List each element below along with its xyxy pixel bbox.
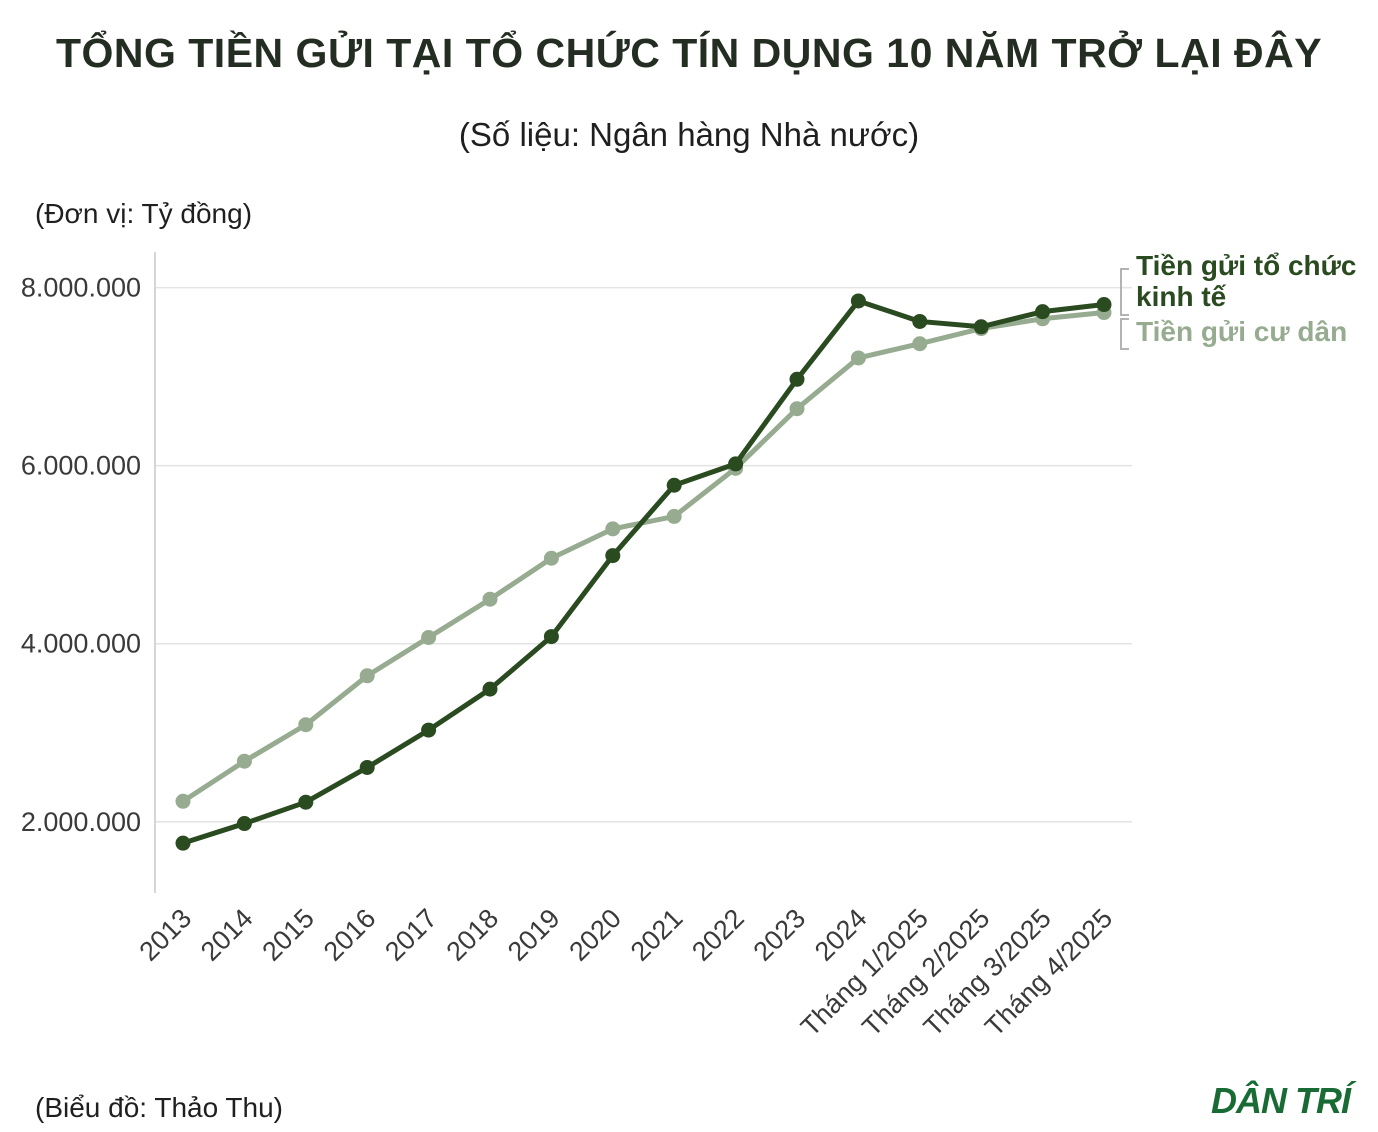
svg-text:8.000.000: 8.000.000: [21, 273, 141, 303]
legend-bracket-dark: [1120, 268, 1129, 316]
svg-text:2017: 2017: [379, 903, 443, 967]
svg-text:2.000.000: 2.000.000: [21, 807, 141, 837]
chart-title: TỔNG TIỀN GỬI TẠI TỔ CHỨC TÍN DỤNG 10 NĂ…: [55, 30, 1323, 76]
dantri-logo: DÂN TRÍ: [1211, 1080, 1351, 1121]
svg-text:2013: 2013: [134, 903, 198, 967]
deposits-line-chart: 2.000.000 4.000.000 6.000.000 8.000.000 2013…: [21, 252, 1132, 1042]
svg-text:2014: 2014: [195, 903, 259, 967]
legend-label-economic-orgs: Tiền gửi tổ chức kinh tế: [1136, 250, 1357, 313]
svg-text:2023: 2023: [748, 903, 812, 967]
svg-text:2018: 2018: [441, 903, 505, 967]
svg-text:2022: 2022: [686, 903, 750, 967]
unit-label: (Đơn vị: Tỷ đồng): [35, 198, 253, 229]
chart-credit: (Biểu đồ: Thảo Thu): [35, 1092, 284, 1123]
legend-label-residents: Tiền gửi cư dân: [1136, 316, 1348, 347]
svg-text:6.000.000: 6.000.000: [21, 451, 141, 481]
chart-subtitle: (Số liệu: Ngân hàng Nhà nước): [458, 116, 920, 153]
svg-text:2021: 2021: [625, 903, 689, 967]
svg-text:2015: 2015: [256, 903, 320, 967]
legend-bracket-light: [1120, 318, 1129, 350]
svg-text:2016: 2016: [318, 903, 382, 967]
svg-text:2019: 2019: [502, 903, 566, 967]
svg-text:2020: 2020: [563, 903, 627, 967]
svg-text:4.000.000: 4.000.000: [21, 629, 141, 659]
